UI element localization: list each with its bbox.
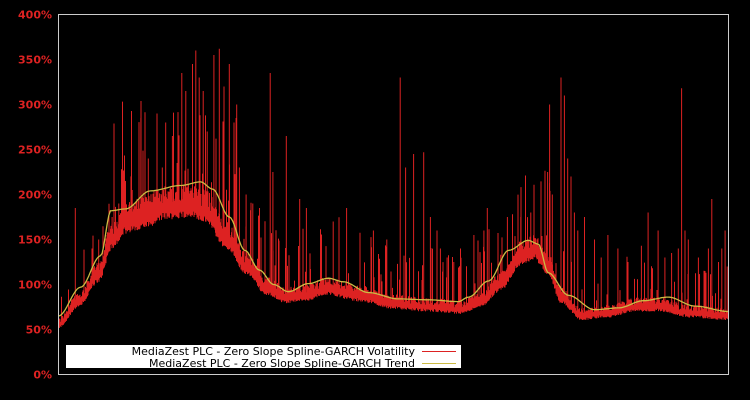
y-tick-label: 100% bbox=[18, 279, 52, 292]
y-tick-label: 150% bbox=[18, 234, 52, 247]
y-axis-ticks: 0% 50% 100% 150% 200% 250% 300% 350% 400% bbox=[18, 9, 52, 382]
legend: MediaZest PLC - Zero Slope Spline-GARCH … bbox=[66, 345, 461, 370]
y-tick-label: 300% bbox=[18, 99, 52, 112]
legend-box bbox=[66, 345, 461, 368]
plot-area bbox=[58, 48, 729, 328]
y-tick-label: 200% bbox=[18, 189, 52, 202]
plot-frame bbox=[58, 14, 729, 375]
y-tick-label: 400% bbox=[18, 9, 52, 22]
y-tick-label: 350% bbox=[18, 54, 52, 67]
trend-series bbox=[58, 181, 729, 317]
legend-label-trend: MediaZest PLC - Zero Slope Spline-GARCH … bbox=[149, 357, 415, 370]
legend-label-volatility: MediaZest PLC - Zero Slope Spline-GARCH … bbox=[132, 345, 416, 358]
y-tick-label: 0% bbox=[33, 369, 52, 382]
y-tick-label: 250% bbox=[18, 144, 52, 157]
y-tick-label: 50% bbox=[26, 324, 52, 337]
